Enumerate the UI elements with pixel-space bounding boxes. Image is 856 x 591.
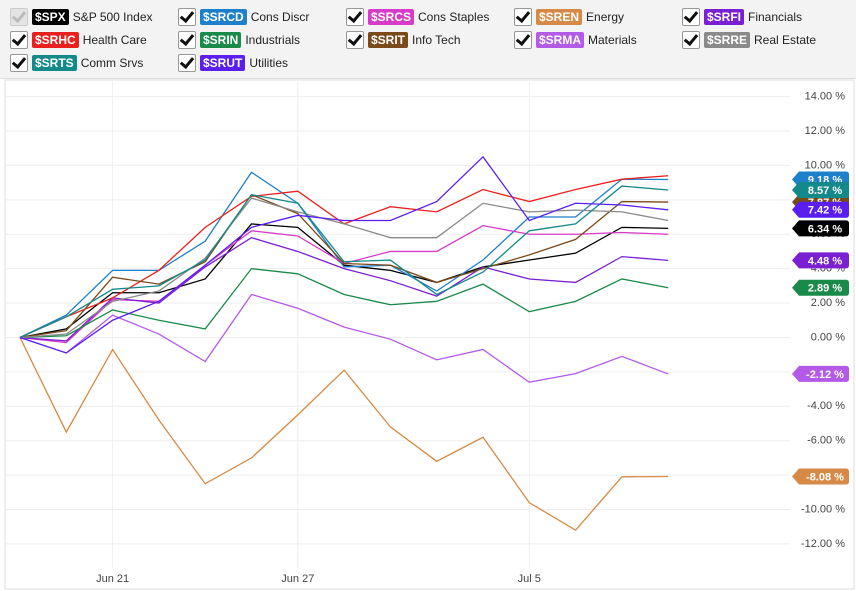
end-label-box (792, 365, 849, 382)
checkbox[interactable] (682, 31, 700, 49)
series-line (19, 197, 669, 339)
legend-ticker: $SRIN (200, 32, 242, 48)
legend-item[interactable]: $SREN Energy (514, 7, 624, 27)
series-line (19, 193, 669, 339)
checkbox[interactable] (346, 31, 364, 49)
series-line (19, 223, 669, 339)
legend-label: Cons Discr (250, 10, 310, 24)
legend-ticker: $SRUT (200, 55, 246, 71)
x-tick-label: Jul 5 (518, 573, 541, 585)
series-line (19, 236, 669, 342)
end-label-box (792, 468, 849, 485)
legend-ticker: $SRFI (704, 9, 745, 25)
legend-item[interactable]: $SRUT Utilities (178, 53, 288, 73)
end-label-box (792, 182, 849, 199)
legend-ticker: $SREN (536, 9, 583, 25)
legend-item[interactable]: $SRIT Info Tech (346, 30, 461, 50)
legend-item[interactable]: $SRMA Materials (514, 30, 637, 50)
legend-label: Financials (748, 10, 803, 24)
y-tick-label: -10.00 % (801, 503, 845, 515)
y-tick-label: -6.00 % (807, 435, 845, 447)
legend-item[interactable]: $SRCS Cons Staples (346, 7, 489, 27)
legend-item[interactable]: $SRTS Comm Srvs (10, 53, 143, 73)
legend-label: Health Care (82, 33, 147, 47)
checkbox[interactable] (178, 31, 196, 49)
series-line (19, 185, 669, 339)
legend-label: Comm Srvs (80, 56, 144, 70)
end-label-box (792, 252, 849, 269)
end-label-box (792, 279, 849, 296)
legend-ticker: $SRRE (704, 32, 751, 48)
legend-label: Utilities (249, 56, 289, 70)
end-label: 8.57 % (808, 185, 842, 197)
legend-item[interactable]: $SRCD Cons Discr (178, 7, 309, 27)
legend-ticker: $SRTS (32, 55, 77, 71)
end-label: -2.12 % (806, 369, 844, 381)
checkbox[interactable] (514, 31, 532, 49)
legend-label: Materials (588, 33, 637, 47)
series-line (19, 224, 669, 344)
legend-ticker: $SPX (32, 9, 69, 25)
checkbox[interactable] (178, 54, 196, 72)
series-line (19, 171, 669, 339)
grid: 14.00 %12.00 %10.00 %8.00 %6.00 %4.00 %2… (5, 80, 845, 585)
end-label: -8.08 % (806, 471, 844, 483)
y-tick-label: 12.00 % (805, 125, 846, 137)
legend-label: Cons Staples (418, 10, 490, 24)
end-labels: 6.34 %9.18 %-8.08 %4.48 %2.89 %7.87 %-2.… (792, 171, 849, 485)
y-tick-label: 2.00 % (811, 297, 845, 309)
legend-item[interactable]: $SRFI Financials (682, 7, 802, 27)
legend-ticker: $SRCD (200, 9, 247, 25)
y-tick-label: 10.00 % (805, 159, 846, 171)
legend-ticker: $SRMA (536, 32, 585, 48)
series-line (19, 293, 669, 383)
plot-frame (4, 79, 855, 590)
end-label: 2.89 % (808, 283, 842, 295)
end-label-box (792, 220, 849, 237)
legend-label: Real Estate (754, 33, 817, 47)
legend-ticker: $SRIT (368, 32, 409, 48)
legend-label: S&P 500 Index (72, 10, 153, 24)
legend-item[interactable]: $SRRE Real Estate (682, 30, 816, 50)
y-tick-label: 0.00 % (811, 331, 845, 343)
x-tick-label: Jun 21 (96, 573, 129, 585)
checkbox[interactable] (346, 8, 364, 26)
end-label: 4.48 % (808, 255, 842, 267)
lines (19, 155, 669, 531)
checkbox[interactable] (514, 8, 532, 26)
legend-item[interactable]: $SPX S&P 500 Index (10, 7, 153, 27)
y-tick-label: -12.00 % (801, 538, 845, 550)
end-label: 6.34 % (808, 223, 842, 235)
x-tick-label: Jun 27 (281, 573, 314, 585)
legend: $SPX S&P 500 Index $SRCD Cons Discr $SRCS Con… (0, 0, 856, 79)
end-label: 7.42 % (808, 205, 842, 217)
legend-item[interactable]: $SRHC Health Care (10, 30, 147, 50)
checkbox[interactable] (10, 54, 28, 72)
checkbox[interactable] (10, 31, 28, 49)
checkbox[interactable] (682, 8, 700, 26)
legend-label: Info Tech (412, 33, 461, 47)
checkbox[interactable] (178, 8, 196, 26)
checkbox[interactable] (10, 8, 28, 26)
y-tick-label: -4.00 % (807, 400, 845, 412)
legend-item[interactable]: $SRIN Industrials (178, 30, 300, 50)
legend-label: Energy (586, 10, 625, 24)
legend-ticker: $SRCS (368, 9, 415, 25)
series-line (19, 155, 669, 354)
end-label-box (792, 201, 849, 218)
y-tick-label: 14.00 % (805, 91, 846, 103)
legend-label: Industrials (245, 33, 301, 47)
legend-ticker: $SRHC (32, 32, 79, 48)
series-line (19, 337, 669, 531)
